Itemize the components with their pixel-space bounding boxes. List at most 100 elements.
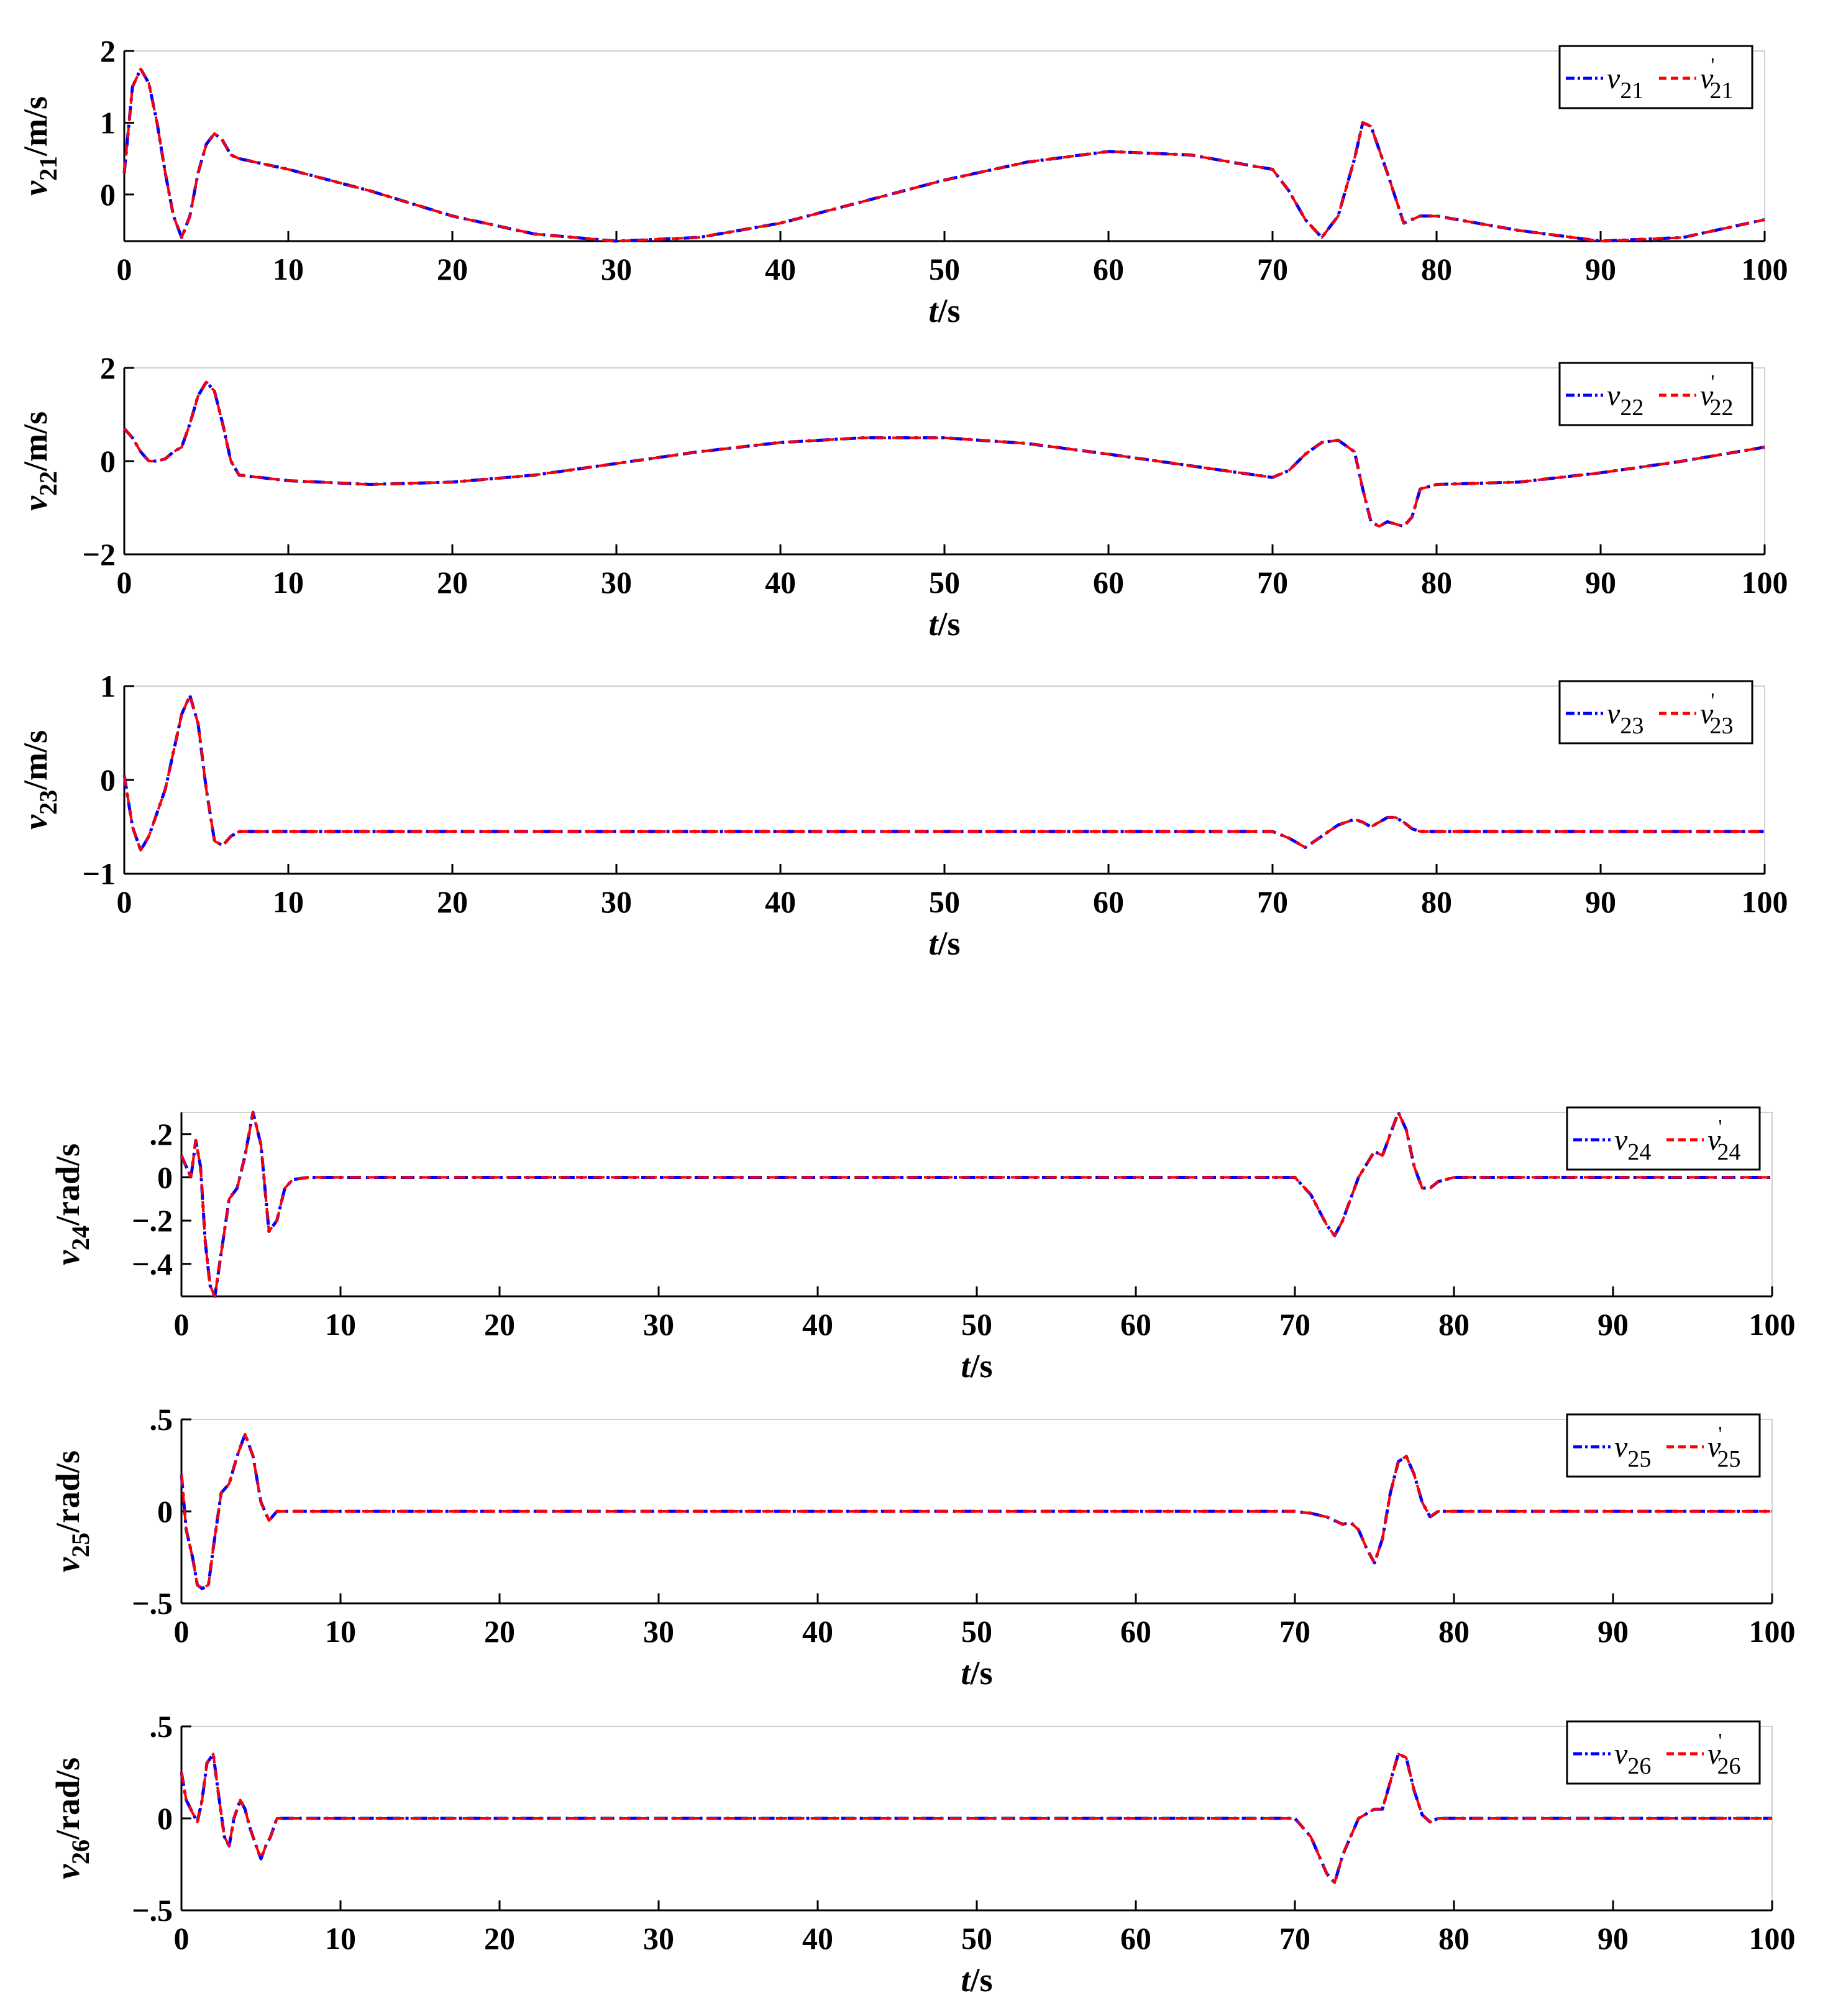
y-tick-label: 1 [100,105,116,140]
x-tick-label: 50 [929,884,960,919]
x-tick-label: 10 [325,1614,356,1649]
chart-panel-4: 0 10 20 30 40 50 60 70 80 90 100 −.4 −.2 0 .2 t/s v24/ra… [49,1106,1796,1385]
y-tick-label: −.5 [132,1893,173,1928]
legend-label: v23 [1607,697,1643,739]
x-tick-label: 0 [117,252,132,286]
x-tick-label: 20 [437,884,468,919]
legend-label: v' 22 [1700,371,1733,421]
plot-area-box [124,50,1765,242]
y-axis-title: v21/m/s [17,96,62,196]
legend-label: v' 21 [1700,54,1733,104]
legend-label: v' 23 [1700,689,1733,739]
x-tick-label: 30 [643,1307,674,1342]
legend: v22 v' 22 [1558,362,1753,426]
legend-label: v' 25 [1707,1423,1740,1472]
x-tick-label: 10 [273,565,304,600]
x-tick-label: 40 [765,884,796,919]
y-tick-label: .5 [150,1709,173,1744]
x-tick-label: 20 [484,1614,515,1649]
x-tick-label: 80 [1421,252,1452,286]
x-tick-label: 40 [765,252,796,286]
x-tick-label: 10 [273,252,304,286]
x-tick-label: 0 [174,1921,190,1956]
series-line-v23 [122,694,1765,852]
x-tick-label: 80 [1438,1307,1470,1342]
y-tick-label: 2 [100,34,116,68]
x-tick-label: 40 [802,1614,833,1649]
x-tick-label: 0 [174,1307,190,1342]
x-tick-label: 80 [1421,884,1452,919]
y-axis-title: v25/rad/s [49,1450,94,1572]
x-tick-label: 10 [325,1921,356,1956]
x-tick-label: 80 [1421,565,1452,600]
series-line-vprime23 [123,694,1765,852]
x-tick-label: 60 [1093,252,1124,286]
x-tick-label: 90 [1585,884,1616,919]
x-tick-label: 30 [601,884,632,919]
x-tick-label: 50 [929,565,960,600]
series-line-vprime24 [180,1111,1772,1298]
legend-label: v22 [1607,379,1643,421]
x-tick-label: 90 [1585,565,1616,600]
x-tick-label: 80 [1438,1921,1470,1956]
x-tick-label: 60 [1093,565,1124,600]
x-tick-label: 100 [1749,1614,1796,1649]
x-tick-label: 30 [643,1921,674,1956]
legend: v26 v' 26 [1566,1720,1761,1785]
x-tick-label: 50 [929,252,960,286]
plot-area-box [124,367,1765,555]
x-tick-label: 10 [325,1307,356,1342]
series-line-v21 [122,67,1765,243]
plot-area-box [181,1112,1773,1297]
x-tick-label: 60 [1120,1614,1151,1649]
y-axis-title: v23/m/s [17,730,62,830]
y-tick-label: −.5 [132,1586,173,1621]
legend: v25 v' 25 [1566,1413,1761,1478]
x-tick-label: 100 [1749,1921,1796,1956]
x-tick-label: 100 [1742,252,1788,286]
series-line-vprime25 [180,1432,1772,1590]
x-tick-label: 80 [1438,1614,1470,1649]
x-tick-label: 100 [1749,1307,1796,1342]
x-tick-label: 90 [1585,252,1616,286]
legend: v23 v' 23 [1558,680,1753,745]
x-tick-label: 100 [1742,565,1788,600]
plot-area-box [124,685,1765,874]
series-line-vprime22 [123,380,1765,528]
x-tick-label: 70 [1279,1614,1310,1649]
series-line-vprime21 [123,67,1765,242]
y-tick-label: 0 [100,763,116,797]
legend-label: v' 24 [1707,1116,1740,1165]
x-tick-label: 50 [961,1307,992,1342]
x-tick-label: 70 [1279,1921,1310,1956]
y-tick-label: .5 [150,1402,173,1437]
x-axis-title: t/s [928,292,960,329]
y-tick-label: 2 [100,351,116,385]
y-axis-title: v26/rad/s [49,1757,94,1879]
series-line-vprime26 [180,1753,1772,1884]
x-tick-label: 20 [437,252,468,286]
x-tick-label: 60 [1120,1921,1151,1956]
y-axis-title: v24/rad/s [49,1143,94,1265]
x-tick-label: 50 [961,1921,992,1956]
y-tick-label: 0 [157,1494,173,1529]
legend-box [1558,680,1753,745]
legend-label: v' 26 [1707,1730,1740,1779]
y-tick-label: −1 [83,856,116,891]
legend-label: v26 [1614,1738,1651,1779]
legend: v24 v' 24 [1566,1106,1761,1171]
x-tick-label: 30 [601,252,632,286]
y-tick-label: −.4 [132,1247,173,1281]
x-tick-label: 40 [802,1307,833,1342]
y-tick-label: 0 [157,1801,173,1836]
legend-label: v21 [1607,62,1643,104]
y-tick-label: .2 [150,1117,173,1152]
x-tick-label: 70 [1257,565,1288,600]
x-tick-label: 20 [484,1921,515,1956]
x-tick-label: 30 [601,565,632,600]
chart-panel-1: 0 10 20 30 40 50 60 70 80 90 100 0 1 2 t/s v21/m/s v21 v'… [17,34,1788,329]
x-tick-label: 40 [802,1921,833,1956]
x-tick-label: 60 [1093,884,1124,919]
legend-label: v24 [1614,1124,1651,1165]
